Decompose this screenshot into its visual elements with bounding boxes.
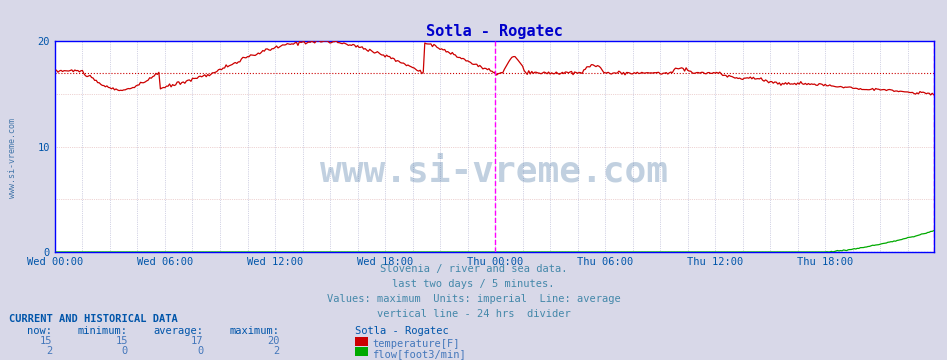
Title: Sotla - Rogatec: Sotla - Rogatec: [426, 24, 563, 39]
Text: vertical line - 24 hrs  divider: vertical line - 24 hrs divider: [377, 309, 570, 319]
Text: last two days / 5 minutes.: last two days / 5 minutes.: [392, 279, 555, 289]
Text: www.si-vreme.com: www.si-vreme.com: [8, 118, 17, 198]
Text: Slovenia / river and sea data.: Slovenia / river and sea data.: [380, 264, 567, 274]
Text: 0: 0: [121, 346, 128, 356]
Text: 0: 0: [197, 346, 204, 356]
Text: 2: 2: [273, 346, 279, 356]
Text: 15: 15: [116, 336, 128, 346]
Text: 2: 2: [45, 346, 52, 356]
Text: temperature[F]: temperature[F]: [372, 339, 459, 349]
Text: CURRENT AND HISTORICAL DATA: CURRENT AND HISTORICAL DATA: [9, 314, 178, 324]
Text: Sotla - Rogatec: Sotla - Rogatec: [355, 326, 449, 336]
Text: Values: maximum  Units: imperial  Line: average: Values: maximum Units: imperial Line: av…: [327, 294, 620, 304]
Text: minimum:: minimum:: [78, 326, 128, 336]
Text: average:: average:: [153, 326, 204, 336]
Text: 15: 15: [40, 336, 52, 346]
Text: maximum:: maximum:: [229, 326, 279, 336]
Text: www.si-vreme.com: www.si-vreme.com: [320, 155, 669, 189]
Text: 20: 20: [267, 336, 279, 346]
Text: 17: 17: [191, 336, 204, 346]
Text: flow[foot3/min]: flow[foot3/min]: [372, 349, 466, 359]
Text: now:: now:: [27, 326, 52, 336]
